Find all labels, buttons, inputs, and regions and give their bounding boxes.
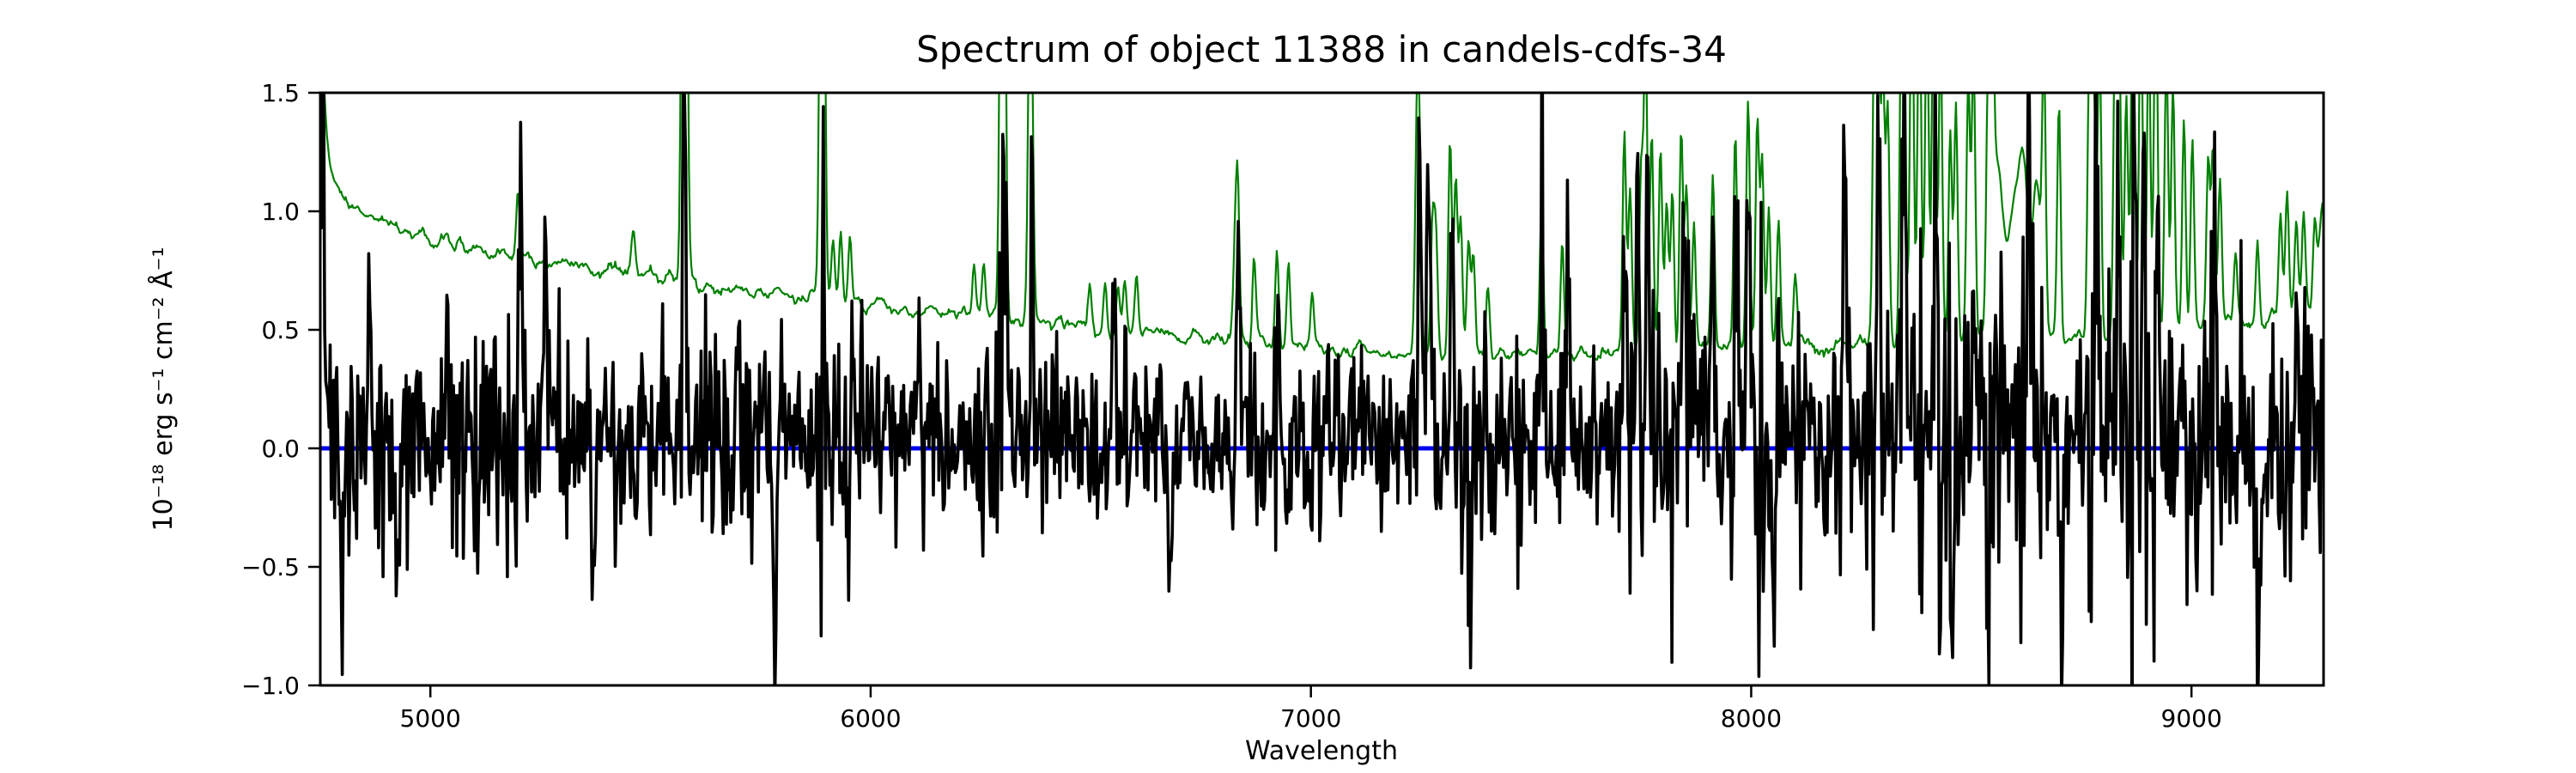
x-tick-label: 6000 (840, 704, 901, 733)
x-tick-label: 7000 (1280, 704, 1341, 733)
x-axis-ticks: 5000 6000 7000 8000 9000 (400, 685, 2222, 733)
x-tick-label: 8000 (1721, 704, 1782, 733)
chart-title: Spectrum of object 11388 in candels-cdfs… (916, 28, 1727, 70)
flux-spectrum-line (320, 93, 2324, 685)
y-axis-label: 10⁻¹⁸ erg s⁻¹ cm⁻² Å⁻¹ (148, 247, 179, 532)
series-group (320, 93, 2324, 685)
y-tick-label: 1.5 (261, 79, 300, 107)
y-tick-label: −0.5 (241, 553, 300, 581)
y-tick-label: −1.0 (241, 672, 300, 700)
x-tick-label: 9000 (2161, 704, 2222, 733)
y-tick-label: 0.5 (261, 316, 300, 344)
y-tick-label: 0.0 (261, 435, 300, 463)
plot-border (319, 91, 2325, 687)
x-axis-label: Wavelength (1245, 736, 1398, 766)
y-axis-ticks: −1.0 −0.5 0.0 0.5 1.0 1.5 (241, 79, 320, 700)
axes-group: 5000 6000 7000 8000 9000 −1.0 −0.5 0.0 0.5 1.0 1.… (241, 79, 2325, 733)
sky-noise-line (323, 93, 2324, 363)
x-tick-label: 5000 (400, 704, 461, 733)
y-tick-label: 1.0 (261, 198, 300, 226)
